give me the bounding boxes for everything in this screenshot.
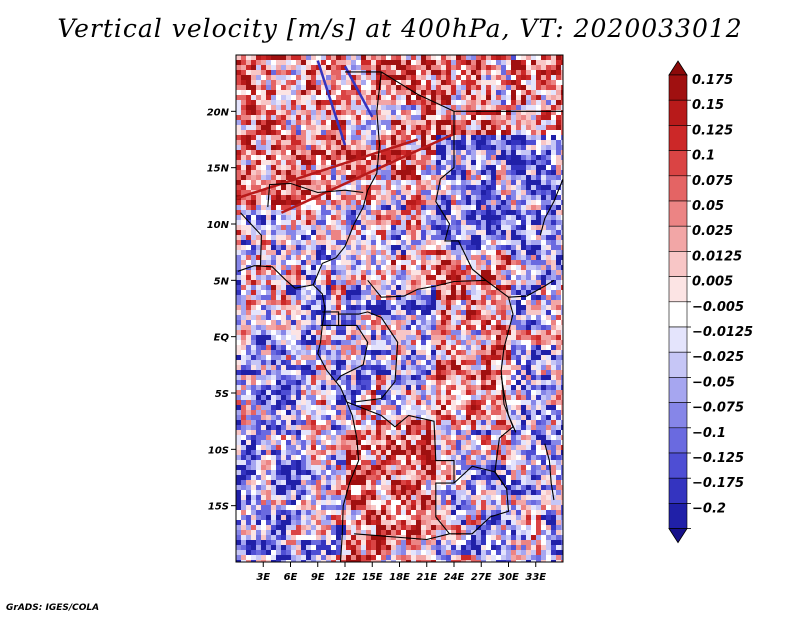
colorbar-label: −0.025 xyxy=(692,350,744,365)
border-line xyxy=(346,401,455,535)
border-line xyxy=(345,71,455,112)
lon-tick-label: 3E xyxy=(256,572,270,583)
colorbar-label: −0.1 xyxy=(692,426,726,441)
colorbar-bottom-arrow xyxy=(668,528,688,544)
colorbar-swatch xyxy=(668,301,688,328)
colorbar-swatch xyxy=(668,377,688,403)
colorbar-swatch xyxy=(668,503,688,529)
colorbar-swatch xyxy=(668,225,688,252)
border-line xyxy=(335,324,369,383)
lon-tick-label: 21E xyxy=(416,572,437,583)
colorbar-swatch xyxy=(668,125,688,151)
border-line xyxy=(337,311,399,403)
grads-credit: GrADS: IGES/COLA xyxy=(6,603,100,613)
colorbar-swatch xyxy=(668,200,688,227)
lon-tick-label: 24E xyxy=(444,572,465,583)
lon-tick-label: 12E xyxy=(335,572,356,583)
colorbar-label: −0.0125 xyxy=(692,325,753,340)
colorbar-label: −0.005 xyxy=(692,300,744,315)
colorbar-label: 0.025 xyxy=(692,224,733,239)
colorbar-swatch xyxy=(668,477,688,504)
colorbar-label: −0.175 xyxy=(692,476,744,491)
lat-tick-label: 10S xyxy=(208,445,229,456)
colorbar-swatch xyxy=(668,99,688,126)
border-line xyxy=(508,279,555,298)
colorbar-swatch xyxy=(668,251,688,277)
border-line xyxy=(267,182,364,208)
border-line xyxy=(312,190,369,286)
lat-tick-label: EQ xyxy=(214,333,230,344)
lat-tick-label: 5S xyxy=(215,389,229,400)
lon-tick-label: 27E xyxy=(471,572,492,583)
colorbar-top-arrow xyxy=(668,60,688,76)
colorbar-label: 0.05 xyxy=(692,199,724,214)
border-line xyxy=(367,71,382,191)
border-line xyxy=(544,443,555,501)
lon-tick-label: 30E xyxy=(498,572,519,583)
colorbar-label: 0.1 xyxy=(692,149,715,164)
field-streak xyxy=(316,60,347,146)
border-line xyxy=(240,212,262,266)
border-line xyxy=(367,279,509,298)
colorbar-label: −0.05 xyxy=(692,375,735,390)
colorbar-label: 0.175 xyxy=(692,73,733,88)
border-line xyxy=(500,376,517,433)
colorbar-label: 0.005 xyxy=(692,275,733,290)
border-line xyxy=(354,465,510,541)
colorbar-label: −0.075 xyxy=(692,401,744,416)
colorbar-swatch xyxy=(668,276,688,303)
lon-tick-label: 18E xyxy=(389,572,410,583)
lon-tick-label: 15E xyxy=(362,572,383,583)
lat-tick-label: 20N xyxy=(207,107,230,118)
colorbar-swatch xyxy=(668,452,688,479)
colorbar-label: 0.0125 xyxy=(692,249,742,264)
colorbar-label: 0.15 xyxy=(692,98,724,113)
lat-tick-label: 10N xyxy=(207,220,230,231)
colorbar-label: 0.075 xyxy=(692,174,733,189)
border-line xyxy=(494,297,514,490)
lon-tick-label: 9E xyxy=(311,572,325,583)
colorbar-swatch xyxy=(668,150,688,177)
colorbar-label: −0.125 xyxy=(692,451,744,466)
border-line xyxy=(539,178,563,236)
country-borders xyxy=(237,71,563,562)
field-streak xyxy=(280,132,455,214)
colorbar-swatch xyxy=(668,74,688,101)
border-line xyxy=(237,265,360,562)
colorbar-swatch xyxy=(668,402,688,429)
field-streak xyxy=(236,138,419,200)
colorbar-label: 0.125 xyxy=(692,123,733,138)
colorbar: 0.175 0.15 0.125 0.1 0.075 0.05 0.025 0.0125 0.0… xyxy=(668,60,753,544)
lat-tick-label: 15S xyxy=(208,502,229,513)
plot-title: Vertical velocity [m/s] at 400hPa, VT: 2… xyxy=(57,14,743,43)
border-line xyxy=(320,311,340,326)
border-line xyxy=(435,111,487,281)
lon-tick-label: 6E xyxy=(284,572,298,583)
colorbar-swatch xyxy=(668,351,688,378)
colorbar-swatch xyxy=(668,175,688,202)
colorbar-swatch xyxy=(668,427,688,454)
axis-ticks: 20N 15N 10N 5N EQ 5S 10S 15S 3E 6E 9E 12E 15E 18E 21E 2… xyxy=(207,107,547,583)
field-streak xyxy=(343,65,374,118)
colorbar-label: −0.2 xyxy=(692,501,726,516)
lat-tick-label: 5N xyxy=(214,276,230,287)
velocity-field xyxy=(236,55,563,562)
lon-tick-label: 33E xyxy=(525,572,546,583)
lat-tick-label: 15N xyxy=(207,164,230,175)
colorbar-swatch xyxy=(668,326,688,353)
